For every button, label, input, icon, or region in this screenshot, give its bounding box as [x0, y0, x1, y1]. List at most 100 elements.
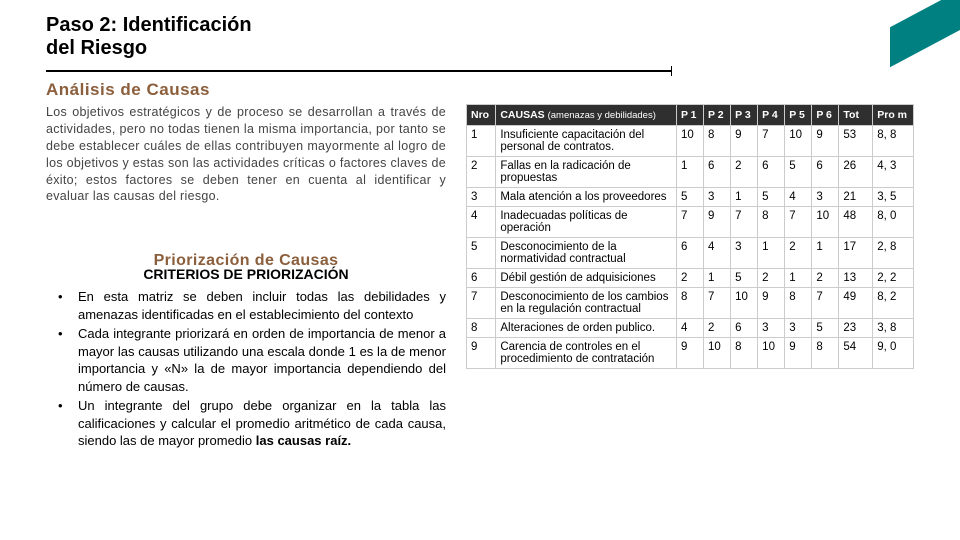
th-p6: P 6: [812, 105, 839, 126]
cell-val: 23: [839, 319, 873, 338]
table-row: 8Alteraciones de orden publico.426335233…: [467, 319, 914, 338]
cell-p: 3: [785, 319, 812, 338]
cell-p: 6: [704, 157, 731, 188]
cell-p: 5: [758, 188, 785, 207]
title-line1: Paso 2: Identificación: [46, 14, 252, 36]
cell-p: 9: [758, 288, 785, 319]
cell-val: 54: [839, 338, 873, 369]
cell-p: 8: [731, 338, 758, 369]
table-row: 7Desconocimiento de los cambios en la re…: [467, 288, 914, 319]
cell-p: 9: [785, 338, 812, 369]
th-p2: P 2: [704, 105, 731, 126]
cell-p: 8: [676, 288, 703, 319]
cell-p: 4: [704, 238, 731, 269]
cell-p: 7: [758, 126, 785, 157]
cell-p: 3: [812, 188, 839, 207]
table-row: 5Desconocimiento de la normatividad cont…: [467, 238, 914, 269]
th-p5: P 5: [785, 105, 812, 126]
cell-nro: 1: [467, 126, 496, 157]
cell-p: 1: [812, 238, 839, 269]
cell-p: 7: [785, 207, 812, 238]
table-row: 4Inadecuadas políticas de operación79787…: [467, 207, 914, 238]
cell-p: 8: [758, 207, 785, 238]
cell-p: 7: [676, 207, 703, 238]
cell-val: 8, 2: [873, 288, 914, 319]
cell-p: 8: [785, 288, 812, 319]
cell-val: 49: [839, 288, 873, 319]
cell-val: 13: [839, 269, 873, 288]
table-row: 9Carencia de controles en el procedimien…: [467, 338, 914, 369]
left-column: Los objetivos estratégicos y de proceso …: [46, 104, 446, 452]
cell-val: 3, 8: [873, 319, 914, 338]
cell-p: 9: [704, 207, 731, 238]
cell-p: 7: [731, 207, 758, 238]
cell-p: 9: [731, 126, 758, 157]
cell-nro: 7: [467, 288, 496, 319]
cell-causa: Mala atención a los proveedores: [496, 188, 677, 207]
cell-p: 5: [676, 188, 703, 207]
cell-p: 2: [758, 269, 785, 288]
cell-p: 5: [731, 269, 758, 288]
cell-val: 4, 3: [873, 157, 914, 188]
criteria-subheading: CRITERIOS DE PRIORIZACIÓN: [46, 266, 446, 282]
cell-p: 6: [812, 157, 839, 188]
cell-val: 3, 5: [873, 188, 914, 207]
cell-causa: Fallas en la radicación de propuestas: [496, 157, 677, 188]
table-row: 3Mala atención a los proveedores53154321…: [467, 188, 914, 207]
cell-p: 5: [785, 157, 812, 188]
bullet-item: Cada integrante priorizará en orden de i…: [64, 325, 446, 395]
cell-val: 9, 0: [873, 338, 914, 369]
cell-p: 5: [812, 319, 839, 338]
cell-p: 10: [704, 338, 731, 369]
cell-p: 2: [676, 269, 703, 288]
cell-val: 26: [839, 157, 873, 188]
cell-p: 2: [704, 319, 731, 338]
cell-p: 8: [812, 338, 839, 369]
cell-p: 7: [704, 288, 731, 319]
title-line2: del Riesgo: [46, 37, 147, 59]
cell-nro: 6: [467, 269, 496, 288]
table-row: 2Fallas en la radicación de propuestas16…: [467, 157, 914, 188]
cell-p: 9: [812, 126, 839, 157]
cell-p: 4: [785, 188, 812, 207]
cell-p: 10: [785, 126, 812, 157]
cell-p: 3: [731, 238, 758, 269]
causes-table: Nro CAUSAS (amenazas y debilidades) P 1 …: [466, 104, 914, 369]
cell-val: 48: [839, 207, 873, 238]
right-column: Nro CAUSAS (amenazas y debilidades) P 1 …: [466, 104, 914, 369]
bullet-item: En esta matriz se deben incluir todas la…: [64, 288, 446, 323]
cell-nro: 4: [467, 207, 496, 238]
table-row: 1Insuficiente capacitación del personal …: [467, 126, 914, 157]
bullet-item: Un integrante del grupo debe organizar e…: [64, 397, 446, 450]
cell-p: 3: [704, 188, 731, 207]
cell-causa: Débil gestión de adquisiciones: [496, 269, 677, 288]
cell-nro: 5: [467, 238, 496, 269]
th-p3: P 3: [731, 105, 758, 126]
slide: Paso 2: Identificación del Riesgo Anális…: [0, 0, 960, 462]
cell-val: 8, 0: [873, 207, 914, 238]
th-causas: CAUSAS (amenazas y debilidades): [496, 105, 677, 126]
th-tot: Tot: [839, 105, 873, 126]
cell-val: 21: [839, 188, 873, 207]
th-p4: P 4: [758, 105, 785, 126]
cell-causa: Insuficiente capacitación del personal d…: [496, 126, 677, 157]
cell-nro: 9: [467, 338, 496, 369]
cell-p: 1: [704, 269, 731, 288]
table-body: 1Insuficiente capacitación del personal …: [467, 126, 914, 369]
cell-nro: 3: [467, 188, 496, 207]
cell-causa: Alteraciones de orden publico.: [496, 319, 677, 338]
cell-p: 1: [785, 269, 812, 288]
cell-p: 6: [758, 157, 785, 188]
content-row: Los objetivos estratégicos y de proceso …: [46, 104, 914, 452]
paragraph-box: Los objetivos estratégicos y de proceso …: [46, 104, 446, 222]
cell-val: 8, 8: [873, 126, 914, 157]
cell-nro: 8: [467, 319, 496, 338]
cell-p: 2: [812, 269, 839, 288]
cell-causa: Desconocimiento de la normatividad contr…: [496, 238, 677, 269]
cell-val: 17: [839, 238, 873, 269]
cell-val: 2, 2: [873, 269, 914, 288]
cell-causa: Carencia de controles en el procedimient…: [496, 338, 677, 369]
cell-p: 10: [731, 288, 758, 319]
cell-p: 2: [785, 238, 812, 269]
cell-val: 53: [839, 126, 873, 157]
